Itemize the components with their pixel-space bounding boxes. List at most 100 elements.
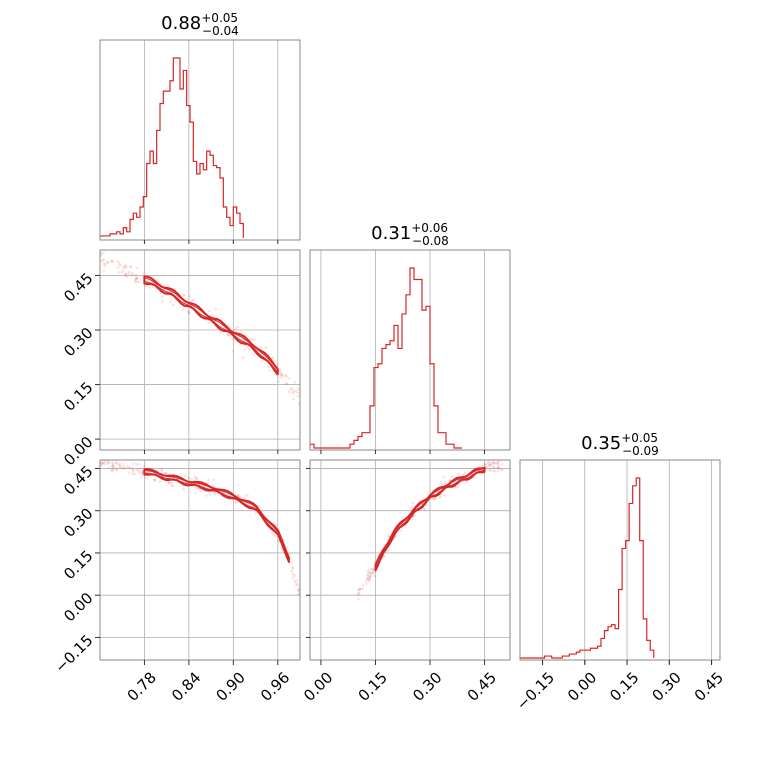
sample-point: [102, 258, 106, 262]
sample-point: [133, 278, 137, 281]
sample-point: [432, 498, 436, 501]
panel-frame: [309, 249, 511, 451]
sample-point: [133, 472, 137, 476]
sample-point: [272, 533, 276, 537]
sample-point: [291, 391, 295, 395]
sample-point: [110, 469, 114, 472]
pair-panel-1-2: [306, 459, 511, 661]
sample-point: [293, 380, 297, 384]
sample-point: [100, 252, 103, 256]
sample-point: [187, 476, 191, 479]
sample-point: [112, 467, 115, 471]
panel-frame: [519, 459, 721, 661]
sample-point: [137, 462, 141, 466]
sample-point: [277, 380, 281, 383]
sample-point: [141, 472, 144, 476]
sample-point: [167, 481, 171, 485]
sample-point: [496, 460, 500, 464]
sample-point: [135, 468, 139, 472]
sample-point: [278, 376, 282, 380]
y-tick-label-2-2: 0.15: [60, 547, 96, 583]
sample-point: [181, 308, 185, 312]
histogram-title-1: 0.31+0.06 −0.08: [371, 221, 449, 248]
sample-point: [372, 574, 376, 578]
panel-background: [520, 460, 720, 660]
sample-point: [125, 265, 128, 269]
panel-background: [100, 250, 300, 450]
sample-point: [409, 507, 413, 510]
sample-point: [111, 462, 115, 466]
sample-point: [280, 373, 283, 377]
sample-point: [358, 587, 362, 591]
histogram-panel-1: 0.31+0.06 −0.08: [309, 221, 511, 454]
sample-point: [296, 387, 300, 391]
sample-point: [101, 461, 104, 465]
y-tick-label-2-4: 0.45: [60, 462, 96, 498]
sample-point: [135, 266, 139, 270]
sample-point: [245, 493, 249, 497]
sample-point: [497, 464, 501, 467]
sample-point: [463, 471, 467, 475]
sample-point: [239, 495, 242, 499]
sample-point: [297, 593, 300, 596]
y-tick-label-2-1: 0.00: [60, 589, 96, 625]
sample-point: [135, 276, 139, 280]
sample-point: [361, 587, 365, 591]
sample-point: [164, 471, 168, 475]
panel-frame: [99, 39, 301, 241]
sample-point: [357, 591, 361, 595]
sample-point: [127, 471, 131, 475]
sample-point: [497, 466, 500, 470]
sample-point: [156, 280, 160, 283]
sample-point: [194, 476, 198, 480]
sample-point: [252, 352, 256, 356]
sample-point: [130, 273, 134, 277]
sample-point: [492, 469, 495, 473]
sample-point: [293, 389, 297, 393]
sample-point: [498, 460, 501, 463]
sample-point: [464, 480, 468, 484]
sample-point: [500, 463, 504, 466]
sample-point: [370, 568, 373, 572]
sample-point: [105, 460, 109, 463]
sample-point: [280, 373, 284, 376]
histogram-step-0: [100, 57, 244, 238]
sample-point: [252, 338, 256, 342]
sample-point: [102, 461, 106, 465]
sample-point: [486, 461, 489, 465]
sample-point: [112, 465, 116, 469]
sample-point: [102, 460, 106, 463]
sample-point: [249, 337, 253, 341]
panel-background: [100, 460, 300, 660]
title-minus-error: −0.04: [202, 24, 239, 38]
sample-point: [231, 337, 235, 341]
sample-point: [127, 272, 130, 275]
sample-point: [165, 471, 168, 475]
sample-point: [138, 467, 142, 471]
x-tick-label-0-2: 0.90: [213, 668, 249, 704]
sample-point: [115, 468, 119, 472]
sample-point: [114, 461, 118, 465]
sample-point: [188, 295, 192, 298]
sample-point: [493, 461, 497, 465]
sample-point: [100, 461, 104, 465]
sample-point: [102, 251, 106, 255]
sample-point: [140, 470, 144, 474]
title-value: 0.31: [371, 223, 411, 244]
pair-panel-0-1: [99, 249, 301, 454]
x-tick-label-2-2: 0.15: [606, 668, 642, 704]
y-tick-label-1-0: 0.00: [60, 433, 96, 469]
sample-point: [131, 472, 135, 476]
sample-point: [226, 332, 229, 336]
sample-point: [292, 397, 296, 401]
sample-point: [136, 276, 139, 280]
sample-point: [153, 478, 157, 482]
title-minus-error: −0.09: [622, 444, 659, 458]
sample-point: [207, 309, 211, 313]
sample-point: [296, 583, 299, 587]
contour-level-0: [143, 468, 290, 563]
sample-point: [260, 359, 264, 362]
sample-point: [285, 545, 289, 549]
sample-point: [111, 259, 115, 263]
sample-point: [190, 477, 193, 481]
